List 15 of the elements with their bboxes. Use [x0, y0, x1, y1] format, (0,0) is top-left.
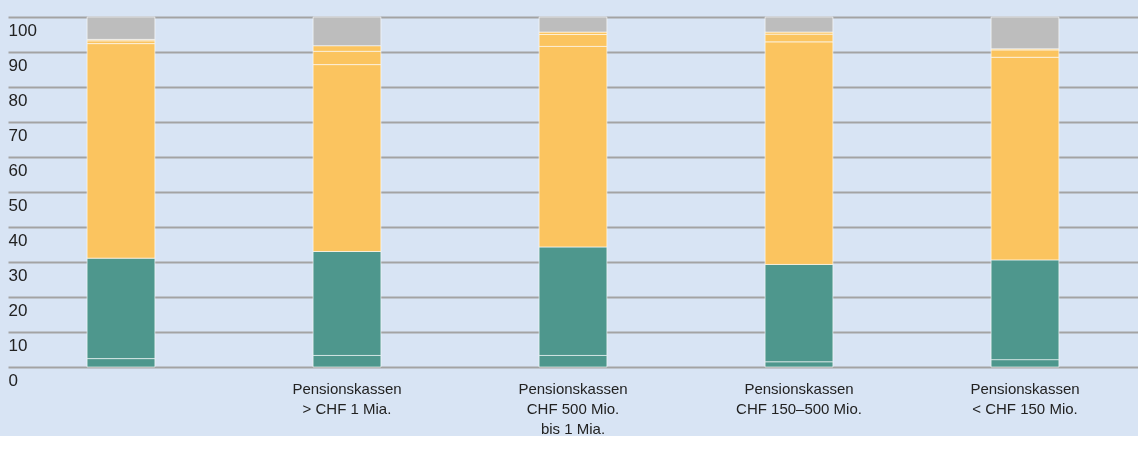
x-tick-label: Pensionskassen CHF 150–500 Mio.: [736, 379, 862, 417]
y-tick-label: 30: [8, 265, 28, 285]
y-tick-label: 80: [8, 90, 28, 110]
y-tick-label: 60: [8, 160, 28, 180]
y-tick-label: 90: [8, 55, 28, 75]
y-tick-label: 70: [8, 125, 28, 145]
y-tick-label: 10: [8, 335, 28, 355]
y-tick-label: 40: [8, 230, 28, 250]
y-tick-label: 20: [8, 300, 28, 320]
x-tick-label: Pensionskassen CHF 500 Mio. bis 1 Mia.: [518, 379, 628, 437]
y-tick-label: 50: [8, 195, 28, 215]
x-tick-label: Pensionskassen > CHF 1 Mia.: [292, 379, 402, 417]
y-tick-label: 100: [8, 20, 37, 40]
y-tick-label: 0: [8, 370, 18, 390]
x-tick-label: Pensionskassen < CHF 150 Mio.: [970, 379, 1080, 417]
